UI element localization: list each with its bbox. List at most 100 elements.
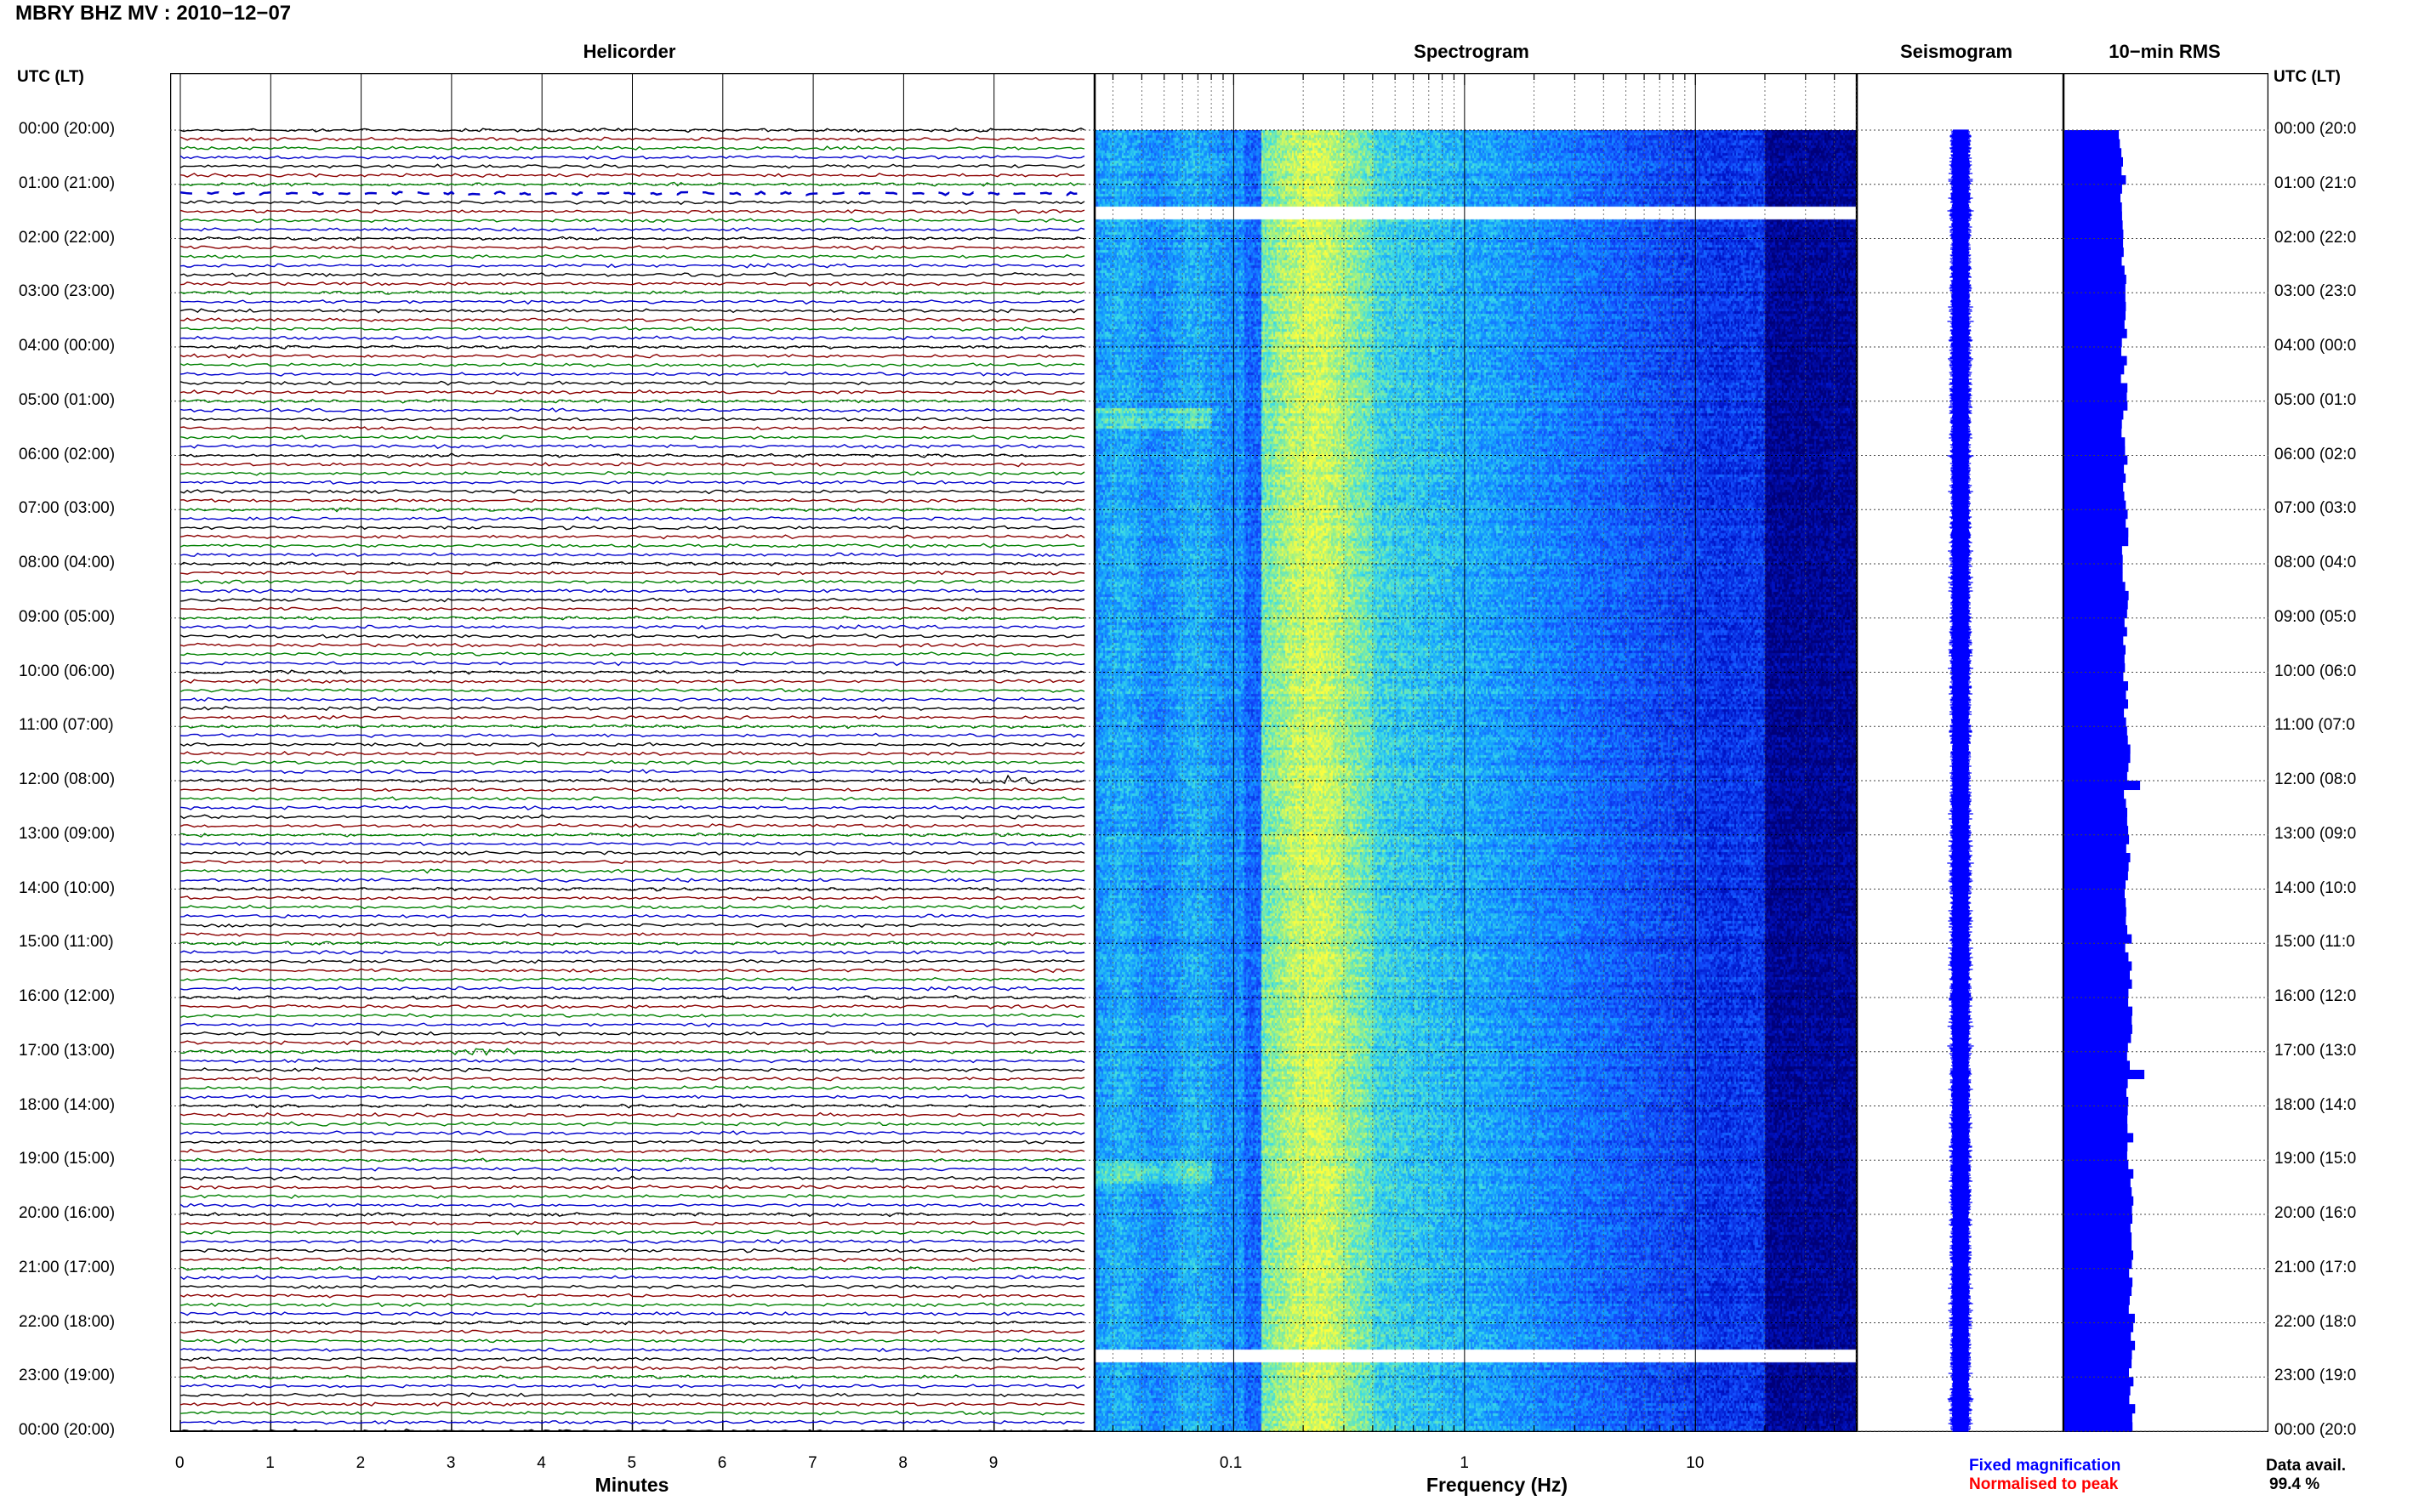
helicorder-trace xyxy=(179,145,1085,151)
legend-fixed-magnification: Fixed magnification xyxy=(1969,1457,2121,1475)
spectrogram-overlay xyxy=(1095,73,1857,1432)
helicorder-trace xyxy=(179,335,1085,341)
helicorder-trace xyxy=(179,868,1085,874)
helicorder-trace xyxy=(179,425,1085,431)
rms-bar xyxy=(2064,211,2122,221)
rms-bar xyxy=(2064,1214,2132,1225)
hour-label-left: 00:00 (20:00) xyxy=(19,120,116,138)
rms-bar xyxy=(2064,256,2122,266)
helicorder-trace xyxy=(179,1157,1085,1163)
rms-bar xyxy=(2064,156,2123,167)
helicorder-trace xyxy=(179,253,1085,259)
helicorder-trace xyxy=(179,398,1085,404)
rms-bar xyxy=(2064,572,2123,583)
hour-label-left: 02:00 (22:00) xyxy=(19,228,116,247)
hour-label-right: 03:00 (23:0 xyxy=(2274,282,2357,301)
helicorder-trace xyxy=(179,516,1085,521)
helicorder-trace xyxy=(179,1310,1085,1316)
frequency-axis-label: Frequency (Hz) xyxy=(1426,1474,1568,1496)
helicorder-trace xyxy=(179,859,1085,865)
hour-label-left: 09:00 (05:00) xyxy=(19,607,116,626)
rms-bar xyxy=(2064,781,2141,791)
rms-bar xyxy=(2064,392,2127,402)
helicorder-trace xyxy=(179,1066,1085,1073)
rms-bar xyxy=(2064,807,2127,817)
helicorder-trace xyxy=(179,281,1085,287)
rms-bar xyxy=(2064,1015,2132,1026)
rms-bar xyxy=(2064,410,2124,420)
rms-bar xyxy=(2064,1277,2133,1287)
helicorder-trace xyxy=(179,208,1085,214)
rms-bar xyxy=(2064,373,2121,384)
rms-bar xyxy=(2064,275,2126,285)
helicorder-trace xyxy=(179,769,1085,775)
hour-label-left: 23:00 (19:00) xyxy=(19,1367,116,1385)
rms-bar xyxy=(2064,320,2125,330)
rms-bar xyxy=(2064,446,2126,456)
hour-label-left: 07:00 (03:00) xyxy=(19,499,116,518)
data-avail-label: Data avail. xyxy=(2266,1457,2346,1475)
rms-bar xyxy=(2064,1106,2128,1116)
helicorder-trace xyxy=(179,489,1085,495)
rms-bar xyxy=(2064,328,2127,338)
rms-bar xyxy=(2064,998,2129,1008)
helicorder-trace xyxy=(179,616,1085,621)
hour-label-right: 11:00 (07:0 xyxy=(2274,716,2355,735)
helicorder-trace xyxy=(179,362,1085,368)
helicorder-trace xyxy=(180,1320,1085,1326)
rms-bar xyxy=(2064,1385,2131,1395)
hour-label-left: 01:00 (21:00) xyxy=(19,173,116,192)
helicorder-trace xyxy=(179,236,1085,242)
rms-bar xyxy=(2064,898,2126,908)
helicorder-trace xyxy=(179,714,1085,720)
rms-bar xyxy=(2064,401,2128,411)
helicorder-trace xyxy=(179,1175,1085,1181)
hour-label-left: 20:00 (16:00) xyxy=(19,1204,116,1222)
helicorder-trace xyxy=(179,597,1085,603)
utc-label-right: UTC (LT) xyxy=(2274,68,2341,86)
minute-tick-label: 0 xyxy=(175,1454,185,1472)
minutes-axis-label: Minutes xyxy=(595,1474,669,1496)
helicorder-trace xyxy=(179,1212,1085,1218)
hour-label-right: 00:00 (20:0 xyxy=(2274,120,2357,138)
rms-bar xyxy=(2064,1178,2131,1188)
helicorder-trace xyxy=(179,787,1085,793)
rms-bar xyxy=(2064,636,2124,646)
helicorder-trace xyxy=(179,923,1085,929)
rms-bar xyxy=(2064,220,2123,230)
rms-bar xyxy=(2064,871,2128,881)
helicorder-trace xyxy=(179,1140,1085,1145)
rms-bar xyxy=(2064,753,2131,764)
helicorder-trace xyxy=(179,913,1085,919)
hour-label-right: 20:00 (16:0 xyxy=(2274,1204,2357,1222)
helicorder-trace xyxy=(179,308,1085,314)
rms-bar xyxy=(2064,1232,2132,1242)
rms-bar xyxy=(2064,609,2127,619)
rms-bar xyxy=(2064,799,2126,809)
helicorder-trace xyxy=(179,994,1085,1000)
rms-bar xyxy=(2064,130,2120,140)
helicorder-trace xyxy=(179,1401,1085,1407)
helicorder-trace xyxy=(179,570,1085,576)
rms-bar xyxy=(2064,473,2126,483)
helicorder-trace xyxy=(179,317,1085,322)
rms-bar xyxy=(2064,970,2130,981)
rms-bar xyxy=(2064,500,2126,510)
hour-label-right: 08:00 (04:0 xyxy=(2274,554,2357,571)
helicorder-trace xyxy=(179,480,1085,486)
rms-bar xyxy=(2064,1223,2131,1233)
hour-label-left: 08:00 (04:00) xyxy=(19,554,116,571)
rms-title: 10−min RMS xyxy=(2109,41,2221,62)
rms-bar xyxy=(2064,645,2126,655)
rms-bar xyxy=(2064,662,2126,673)
minute-tick-label: 2 xyxy=(356,1454,366,1472)
rms-bar xyxy=(2064,582,2126,592)
rms-bar xyxy=(2064,148,2122,158)
hour-label-left: 10:00 (06:00) xyxy=(19,662,116,680)
helicorder-trace xyxy=(179,949,1085,955)
helicorder-trace xyxy=(179,407,1085,413)
rms-bar xyxy=(2064,826,2129,836)
helicorder-trace xyxy=(179,977,1085,982)
rms-bar xyxy=(2064,600,2128,610)
rms-bar xyxy=(2064,293,2126,303)
